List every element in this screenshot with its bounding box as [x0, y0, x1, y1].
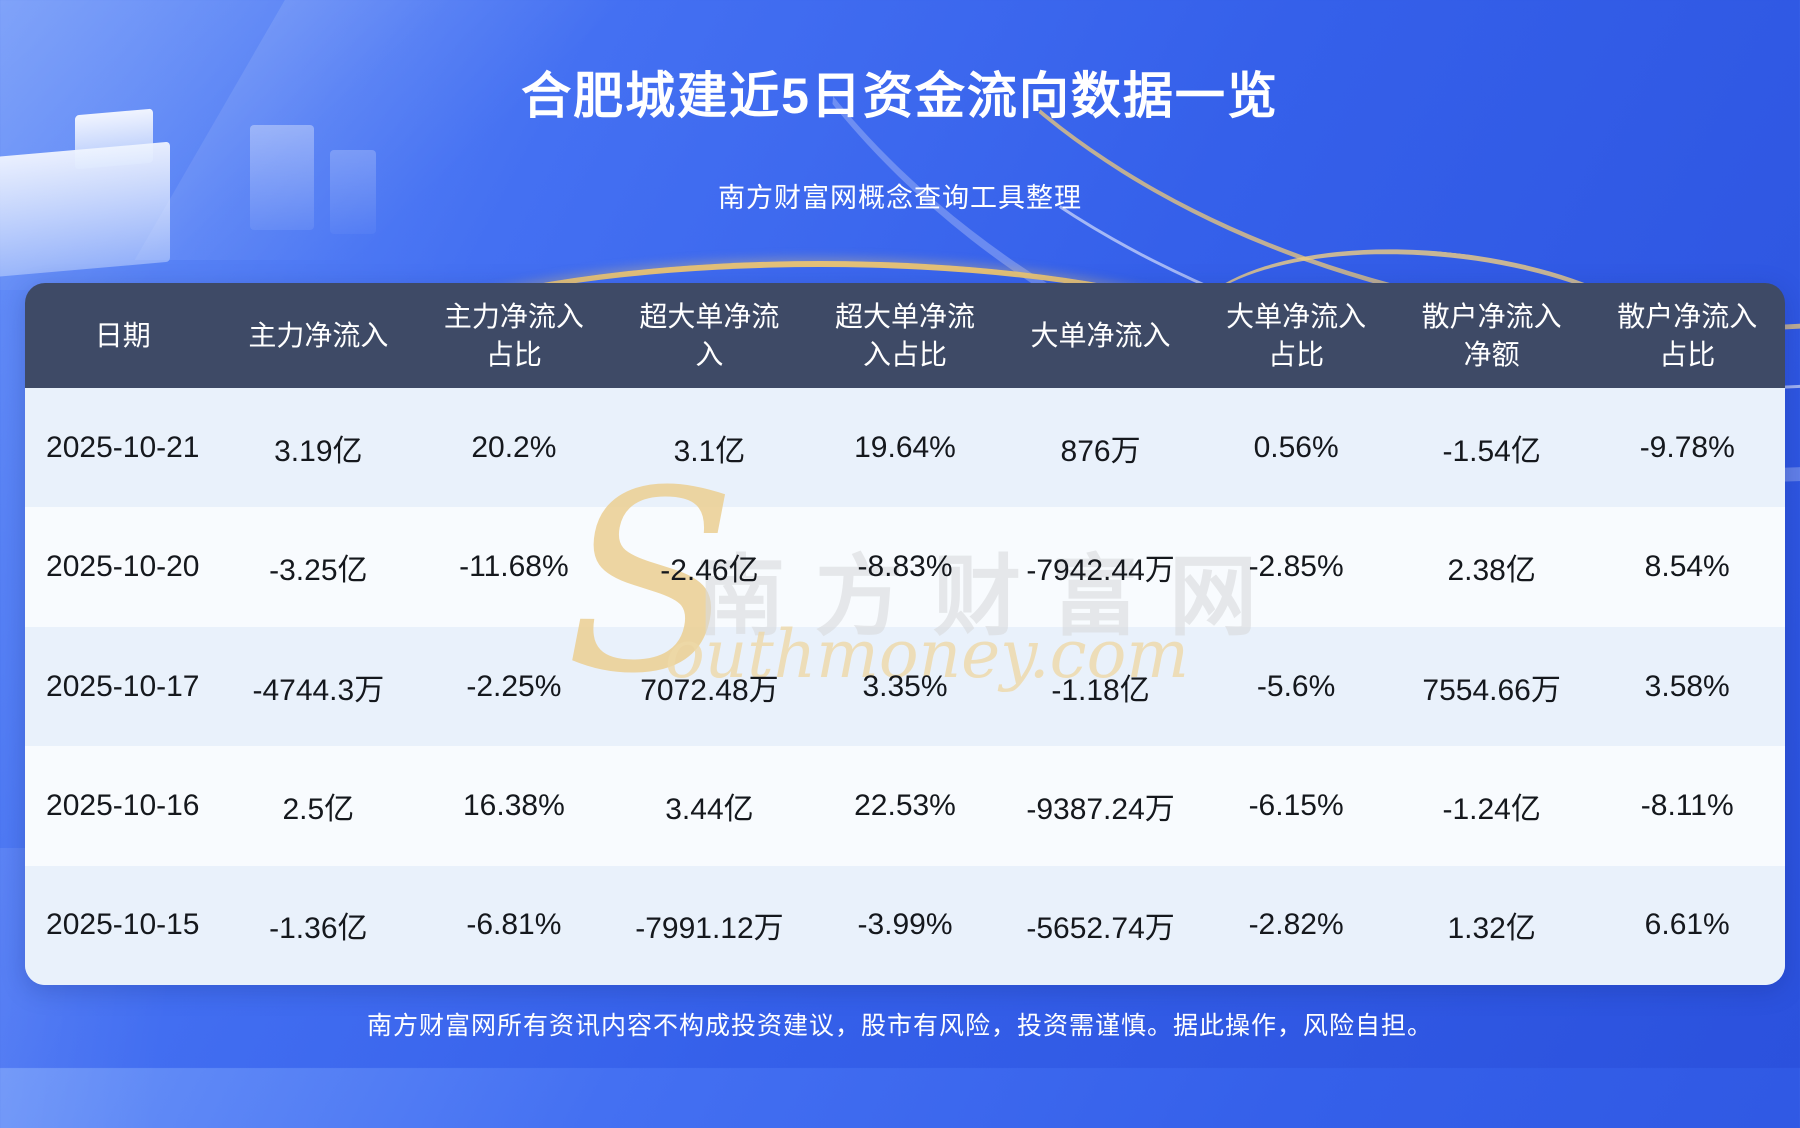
- table-cell: 22.53%: [854, 788, 956, 822]
- table-row: 2025-10-20 -3.25亿 -11.68% -2.46亿 -8.83% -7942…: [25, 507, 1785, 627]
- column-header: 主力净流入占比: [443, 300, 584, 370]
- table-cell: 20.2%: [471, 430, 557, 464]
- table-cell: 3.19亿: [274, 434, 363, 468]
- light-streak: [134, 0, 806, 260]
- table-cell: -6.15%: [1248, 788, 1344, 822]
- table-cell: -5652.74万: [1026, 912, 1175, 946]
- table-cell: -3.99%: [857, 908, 953, 942]
- table-cell: -7942.44万: [1026, 554, 1175, 588]
- table-cell: 3.35%: [862, 669, 948, 703]
- table-cell: -2.85%: [1248, 550, 1344, 584]
- table-cell: 0.56%: [1253, 430, 1339, 464]
- table-cell: 3.1亿: [673, 434, 746, 468]
- table-cell: 19.64%: [854, 430, 956, 464]
- table-cell: 2025-10-21: [46, 430, 200, 464]
- footer-disclaimer: 南方财富网所有资讯内容不构成投资建议，股市有风险，投资需谨慎。据此操作，风险自担…: [366, 1012, 1433, 1040]
- table-header-row: 日期 主力净流入 主力净流入占比 超大单净流入 超大单净流入占比 大单净流入 大单净流入占比…: [25, 283, 1785, 388]
- table-cell: -1.24亿: [1442, 792, 1541, 826]
- table-cell: 876万: [1060, 434, 1141, 468]
- table-cell: -1.54亿: [1442, 434, 1541, 468]
- table-row: 2025-10-21 3.19亿 20.2% 3.1亿 19.64% 876万 0.56% -…: [25, 388, 1785, 508]
- table-cell: 16.38%: [463, 788, 565, 822]
- table-cell: 3.44亿: [665, 792, 754, 826]
- table-cell: -8.11%: [1640, 788, 1734, 822]
- table-cell: 8.54%: [1644, 550, 1730, 584]
- table-cell: -2.82%: [1248, 908, 1344, 942]
- table-cell: 6.61%: [1644, 908, 1730, 942]
- light-streak: [0, 0, 759, 290]
- column-header: 大单净流入: [1030, 319, 1171, 351]
- table-cell: 2.5亿: [282, 792, 355, 826]
- table-cell: -1.36亿: [269, 912, 368, 946]
- table-cell: -2.25%: [466, 669, 562, 703]
- table-cell: 3.58%: [1644, 669, 1730, 703]
- table-cell: -8.83%: [857, 550, 953, 584]
- column-header: 主力净流入: [248, 319, 389, 351]
- table-body: S 南方财富网 outhmoney.com 2025-10-21 3.19亿 20.…: [25, 388, 1785, 985]
- table-cell: -3.25亿: [269, 554, 368, 588]
- page-title: 合肥城建近5日资金流向数据一览: [521, 68, 1279, 124]
- column-header: 散户净流入占比: [1617, 300, 1758, 370]
- table-cell: 2.38亿: [1447, 554, 1536, 588]
- table-cell: -6.81%: [466, 908, 562, 942]
- column-header: 超大单净流入占比: [834, 300, 975, 370]
- table-cell: 1.32亿: [1447, 912, 1536, 946]
- column-header: 散户净流入净额: [1421, 300, 1562, 370]
- table-row: 2025-10-17 -4744.3万 -2.25% 7072.48万 3.35% -1.…: [25, 626, 1785, 747]
- table-cell: 2025-10-17: [46, 669, 200, 703]
- table-cell: -2.46亿: [660, 554, 759, 588]
- table-cell: -5.6%: [1256, 669, 1336, 703]
- column-header: 超大单净流入: [639, 300, 780, 370]
- table-cell: 2025-10-15: [46, 908, 200, 942]
- table-cell: -9.78%: [1639, 430, 1735, 464]
- column-header: 大单净流入占比: [1226, 300, 1367, 370]
- table-cell: -4744.3万: [252, 673, 385, 707]
- column-header: 日期: [94, 319, 151, 351]
- fund-flow-table: 日期 主力净流入 主力净流入占比 超大单净流入 超大单净流入占比 大单净流入 大单净流入占比…: [25, 283, 1785, 985]
- table-cell: -1.18亿: [1051, 673, 1150, 707]
- table-row: 2025-10-16 2.5亿 16.38% 3.44亿 22.53% -9387.24万…: [25, 746, 1785, 866]
- table-cell: -9387.24万: [1026, 792, 1175, 826]
- table-cell: 2025-10-16: [46, 788, 200, 822]
- table-cell: -7991.12万: [635, 912, 784, 946]
- table-cell: -11.68%: [459, 550, 569, 584]
- table-cell: 2025-10-20: [46, 550, 200, 584]
- table-row: 2025-10-15 -1.36亿 -6.81% -7991.12万 -3.99% -56…: [25, 865, 1785, 985]
- page-subtitle: 南方财富网概念查询工具整理: [718, 183, 1082, 213]
- table-cell: 7554.66万: [1422, 673, 1561, 707]
- table-cell: 7072.48万: [640, 673, 779, 707]
